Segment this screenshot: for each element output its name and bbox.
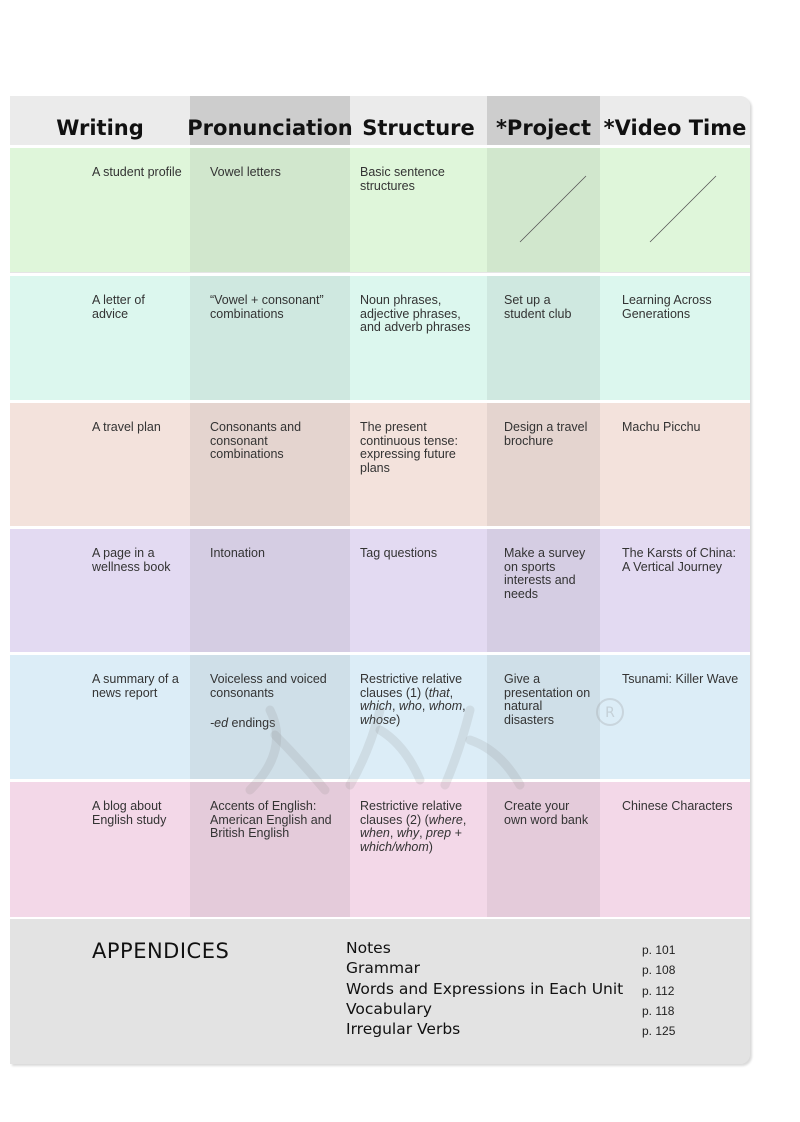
row-separator	[10, 400, 750, 403]
appendix-page-grammar: p. 108	[642, 963, 676, 977]
cell-project: Give a presentation on natural disasters	[504, 672, 591, 727]
column-shade	[487, 276, 600, 400]
cell-video-time	[622, 148, 750, 272]
cell-writing: A student profile	[92, 165, 182, 179]
contents-page: Writing Pronunciation Structure *Project…	[10, 96, 750, 1064]
column-header-writing: Writing	[56, 116, 144, 140]
appendix-item-vocabulary[interactable]: Vocabulary	[346, 1000, 432, 1018]
appendix-page-words-expressions: p. 112	[642, 984, 675, 998]
table-header: Writing Pronunciation Structure *Project…	[10, 96, 750, 146]
cell-pronunciation: Vowel letters	[210, 165, 281, 179]
table-row: A student profile Vowel letters Basic sent…	[10, 148, 750, 272]
column-header-video-time: *Video Time	[603, 116, 747, 140]
column-shade	[190, 276, 350, 400]
cell-structure: Restrictive relative clauses (2) (where,…	[360, 799, 467, 854]
cell-pronunciation: Intonation	[210, 546, 265, 560]
cell-writing: A letter of advice	[92, 293, 145, 321]
table-row: A travel plan Consonants and consonant co…	[10, 403, 750, 526]
cell-project: Make a survey on sports interests and ne…	[504, 546, 586, 601]
cell-video-time: Machu Picchu	[622, 420, 701, 434]
appendix-item-grammar[interactable]: Grammar	[346, 959, 420, 977]
appendix-page-notes: p. 101	[642, 943, 676, 957]
not-applicable-slash	[519, 175, 587, 243]
column-shade	[190, 782, 350, 917]
appendix-page-irregular-verbs: p. 125	[642, 1024, 676, 1038]
cell-pronunciation: Consonants and consonant combinations	[210, 420, 302, 461]
column-shade	[487, 655, 600, 779]
appendix-item-words-expressions[interactable]: Words and Expressions in Each Unit	[346, 980, 624, 998]
cell-structure: Tag questions	[360, 546, 438, 560]
cell-pronunciation: Voiceless and voiced consonants -ed endin…	[210, 655, 350, 779]
column-shade	[190, 403, 350, 526]
cell-project	[504, 148, 600, 272]
table-row: A blog about English study Accents of Eng…	[10, 782, 750, 917]
cell-project: Create your own word bank	[504, 799, 589, 827]
cell-writing: A page in a wellness book	[92, 546, 171, 574]
row-separator	[10, 273, 750, 276]
cell-project: Design a travel brochure	[504, 420, 588, 448]
cell-video-time: The Karsts of China: A Vertical Journey	[622, 546, 736, 574]
cell-project: Set up a student club	[504, 293, 572, 321]
column-header-structure: Structure	[362, 116, 475, 140]
cell-structure: Restrictive relative clauses (1) (that, …	[360, 672, 466, 727]
appendices-section: APPENDICES Notes p. 101 Grammar p. 108 W…	[10, 919, 750, 1064]
row-separator	[10, 526, 750, 529]
row-separator	[10, 779, 750, 782]
row-separator	[10, 145, 750, 148]
appendix-item-irregular-verbs[interactable]: Irregular Verbs	[346, 1020, 461, 1038]
cell-video-time: Learning Across Generations	[622, 293, 712, 321]
column-header-pronunciation: Pronunciation	[187, 96, 353, 146]
cell-structure: The present continuous tense: expressing…	[360, 420, 458, 475]
column-shade	[487, 529, 600, 652]
pronunciation-extra: -ed endings	[210, 716, 276, 730]
column-shade	[190, 529, 350, 652]
column-shade	[190, 148, 350, 272]
cell-pronunciation: “Vowel + consonant” combinations	[210, 293, 324, 321]
column-shade	[190, 655, 350, 779]
appendices-title: APPENDICES	[92, 939, 230, 963]
column-header-project: *Project	[487, 96, 600, 146]
table-row: A letter of advice “Vowel + consonant” co…	[10, 276, 750, 400]
cell-video-time: Chinese Characters	[622, 799, 733, 813]
appendix-item-notes[interactable]: Notes	[346, 939, 391, 957]
row-separator	[10, 917, 750, 920]
column-shade	[487, 782, 600, 917]
cell-writing: A summary of a news report	[92, 672, 179, 700]
cell-writing: A blog about English study	[92, 799, 167, 827]
cell-pronunciation: Accents of English: American English and…	[210, 799, 332, 840]
row-separator	[10, 652, 750, 655]
table-row: A page in a wellness book Intonation Tag q…	[10, 529, 750, 652]
cell-video-time: Tsunami: Killer Wave	[622, 672, 739, 686]
appendix-page-vocabulary: p. 118	[642, 1004, 675, 1018]
cell-structure: Basic sentence structures	[360, 165, 445, 193]
cell-writing: A travel plan	[92, 420, 161, 434]
not-applicable-slash	[649, 175, 717, 243]
table-row: A summary of a news report Voiceless and …	[10, 655, 750, 779]
column-shade	[487, 148, 600, 272]
cell-structure: Noun phrases, adjective phrases, and adv…	[360, 293, 471, 334]
column-shade	[487, 403, 600, 526]
